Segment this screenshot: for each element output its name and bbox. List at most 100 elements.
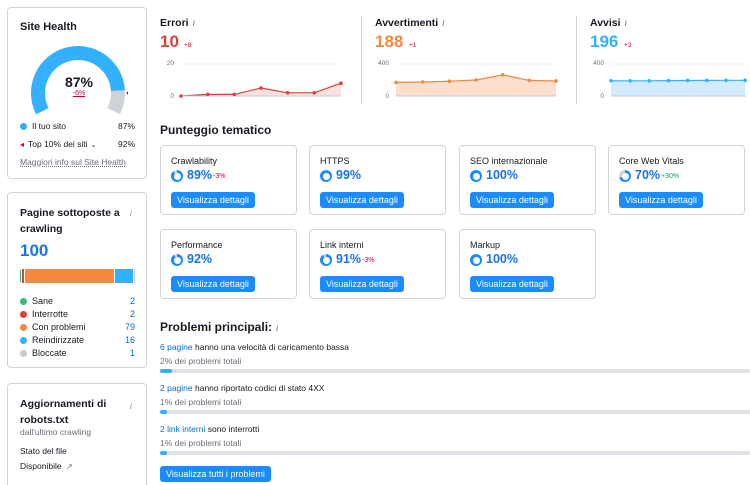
view-details-button[interactable]: Visualizza dettagli [320, 192, 404, 208]
sparkline-point[interactable] [259, 86, 263, 90]
your-site-label: Il tuo sito [32, 121, 67, 131]
legend-item[interactable]: Interrotte 2 [20, 309, 135, 319]
legend-value[interactable]: 79 [124, 322, 135, 332]
crawled-bar-segment[interactable] [22, 269, 25, 283]
thematic-card-percent: 70% [635, 168, 661, 182]
your-site-row: Il tuo sito 87% [20, 121, 135, 131]
info-icon[interactable]: i [192, 19, 195, 28]
metric-value[interactable]: 196 [590, 32, 619, 51]
thematic-card-title: Performance [171, 240, 223, 250]
info-icon[interactable]: i [624, 19, 627, 28]
issue-progress-bar [160, 369, 750, 373]
site-health-delta[interactable]: -6% [72, 90, 86, 97]
sparkline-point[interactable] [285, 91, 290, 95]
issue-item: 2 link interni sono interrotti [160, 424, 259, 434]
thematic-card[interactable]: HTTPS 99% Visualizza dettagli [309, 145, 446, 215]
legend-value[interactable]: 2 [129, 296, 135, 306]
site-health-score: 87% [64, 74, 94, 90]
thematic-card-title: HTTPS [320, 156, 350, 166]
sparkline-point[interactable] [500, 73, 505, 77]
view-all-issues-button[interactable]: Visualizza tutti i problemi [160, 466, 271, 482]
legend-value[interactable]: 1 [129, 348, 135, 358]
metric-ymax-label: 400 [593, 60, 604, 67]
sparkline-point[interactable] [339, 81, 343, 85]
info-icon[interactable]: i [130, 209, 132, 218]
robots-since: dall'ultimo crawling [20, 427, 92, 437]
metric-label[interactable]: Avvertimenti i [375, 17, 444, 29]
sparkline-point[interactable] [685, 78, 690, 83]
thematic-score-ring-icon [171, 254, 183, 266]
sparkline-point[interactable] [394, 80, 398, 85]
crawled-pages-card: Pagine sottoposte a crawling i 100 Sane 2… [7, 192, 147, 368]
view-details-button[interactable]: Visualizza dettagli [320, 276, 404, 292]
metric-delta: +3 [624, 42, 632, 49]
metric-label[interactable]: Errori i [160, 17, 195, 29]
sparkline-point[interactable] [628, 79, 632, 83]
divider [361, 16, 362, 104]
legend-item[interactable]: Sane 2 [20, 296, 135, 306]
top10-row[interactable]: ◂ Top 10% dei siti ⌄ 92% [20, 139, 135, 149]
chevron-down-icon[interactable]: ⌄ [90, 142, 97, 149]
issue-link[interactable]: 6 pagine [160, 342, 193, 352]
sparkline-point[interactable] [527, 78, 532, 83]
view-details-button[interactable]: Visualizza dettagli [619, 192, 703, 208]
sparkline-point[interactable] [705, 78, 709, 83]
metric-sparkline [609, 63, 747, 97]
view-details-button[interactable]: Visualizza dettagli [171, 276, 255, 292]
sparkline-point[interactable] [179, 94, 183, 98]
legend-value[interactable]: 16 [124, 335, 135, 345]
issue-progress-fill [160, 410, 168, 414]
metric-sparkline [394, 63, 558, 97]
view-details-button[interactable]: Visualizza dettagli [470, 192, 554, 208]
legend-label: Sane [32, 296, 54, 306]
crawled-bar-segment[interactable] [133, 269, 135, 283]
issue-link[interactable]: 2 link interni [160, 424, 206, 434]
crawled-pages-total[interactable]: 100 [20, 241, 49, 260]
metric-ymax-label: 400 [378, 60, 389, 67]
sparkline-point[interactable] [647, 79, 652, 83]
top10-value: 92% [117, 139, 135, 149]
view-details-button[interactable]: Visualizza dettagli [171, 192, 255, 208]
thematic-card-percent: 100% [486, 252, 518, 266]
robots-file-state-value[interactable]: Disponibile [20, 461, 62, 471]
issue-link[interactable]: 2 pagine [160, 383, 193, 393]
crawled-bar-segment[interactable] [115, 269, 134, 283]
metric-value[interactable]: 10 [160, 32, 179, 51]
legend-label: Con problemi [32, 322, 86, 332]
sparkline-point[interactable] [609, 79, 613, 83]
thematic-card[interactable]: SEO internazionale 100% Visualizza dettagl… [459, 145, 596, 215]
sparkline-point[interactable] [554, 79, 558, 83]
sparkline-point[interactable] [312, 91, 317, 95]
legend-dot [20, 298, 27, 306]
sparkline-point[interactable] [743, 78, 747, 83]
legend-item[interactable]: Con problemi 79 [20, 322, 135, 332]
thematic-card[interactable]: Link interni 91% -3% Visualizza dettagli [309, 229, 446, 299]
info-icon[interactable]: i [442, 19, 445, 28]
crawled-bar-segment[interactable] [24, 269, 116, 283]
metric-label[interactable]: Avvisi i [590, 17, 627, 29]
info-icon[interactable]: i [130, 402, 132, 411]
sparkline-point[interactable] [474, 78, 478, 82]
thematic-card[interactable]: Core Web Vitals 70% +30% Visualizza dettagl… [608, 145, 745, 215]
view-details-button[interactable]: Visualizza dettagli [470, 276, 554, 292]
thematic-card[interactable]: Crawlability 89% -3% Visualizza dettagli [160, 145, 297, 215]
legend-item[interactable]: Bloccate 1 [20, 348, 135, 358]
legend-value[interactable]: 2 [129, 309, 135, 319]
site-health-more-info-link[interactable]: Maggiori info sul Site Health [20, 157, 126, 167]
robots-file-state[interactable]: Disponibile ↗ [20, 461, 73, 471]
external-link-icon[interactable]: ↗ [65, 462, 73, 471]
sparkline-point[interactable] [724, 78, 728, 83]
info-icon[interactable]: i [276, 324, 279, 333]
sparkline-point[interactable] [666, 78, 671, 83]
sparkline-point[interactable] [232, 92, 237, 97]
thematic-card[interactable]: Performance 92% Visualizza dettagli [160, 229, 297, 299]
legend-item[interactable]: Reindirizzate 16 [20, 335, 135, 345]
sparkline-point[interactable] [420, 80, 425, 84]
issue-text: hanno riportato codici di stato 4XX [192, 383, 325, 393]
metric-value[interactable]: 188 [375, 32, 404, 51]
sparkline-point[interactable] [205, 92, 210, 97]
crawled-bar-segment[interactable] [20, 269, 23, 283]
thematic-card[interactable]: Markup 100% Visualizza dettagli [459, 229, 596, 299]
sparkline-point[interactable] [447, 79, 452, 83]
metric-ymin-label: 0 [385, 93, 389, 100]
